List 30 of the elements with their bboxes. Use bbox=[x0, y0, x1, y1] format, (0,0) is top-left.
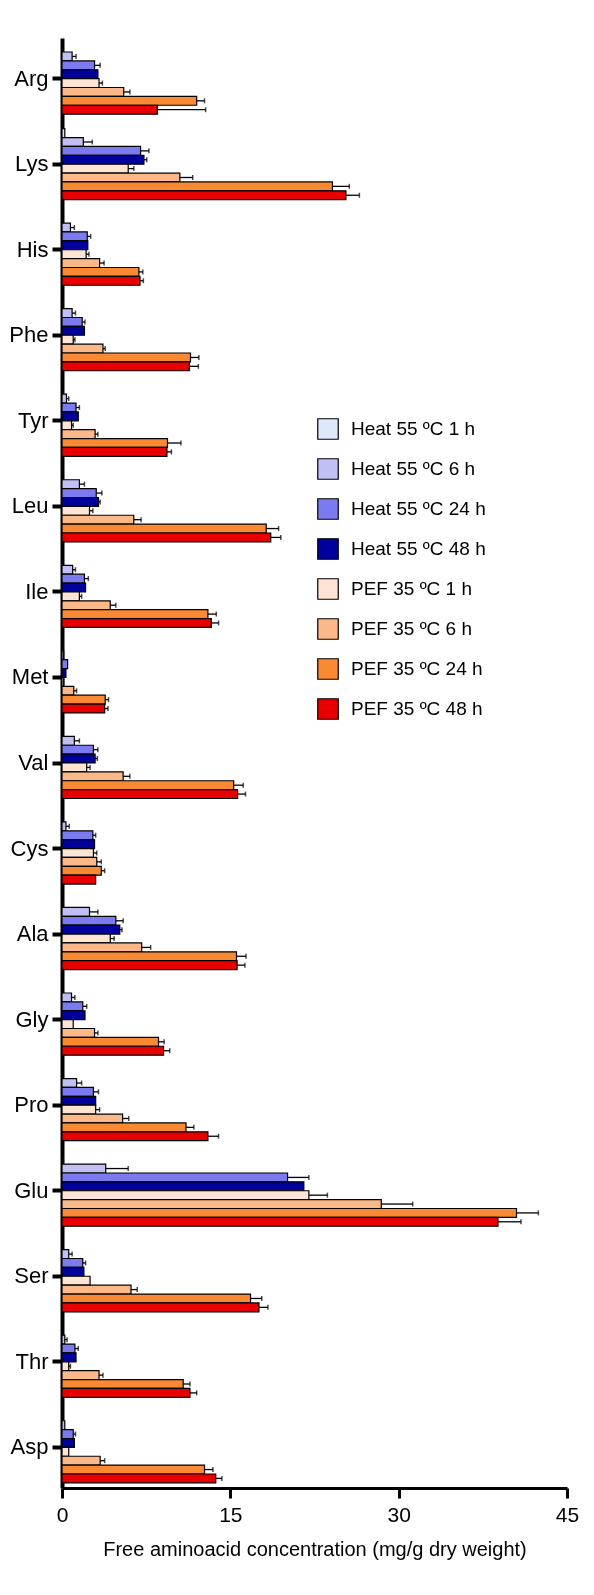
y-tick-label: Ile bbox=[25, 578, 49, 604]
legend-label: Heat 55 ºC 6 h bbox=[351, 458, 476, 479]
y-tick-label: Lys bbox=[15, 151, 49, 177]
y-tick-label: Thr bbox=[15, 1348, 49, 1374]
y-tick-label: Val bbox=[18, 750, 49, 775]
legend-label: PEF 35 ºC 6 h bbox=[351, 618, 472, 639]
y-tick-label: Arg bbox=[14, 65, 49, 91]
y-tick-label: Glu bbox=[14, 1177, 49, 1203]
x-tick-label: 30 bbox=[387, 1502, 411, 1526]
x-tick-label: 15 bbox=[219, 1502, 243, 1526]
x-tick-label: 45 bbox=[555, 1502, 580, 1526]
legend-label: PEF 35 ºC 1 h bbox=[351, 578, 472, 599]
legend-label: PEF 35 ºC 24 h bbox=[351, 658, 483, 679]
legend-label: Heat 55 ºC 24 h bbox=[351, 498, 486, 519]
legend-label: Heat 55 ºC 1 h bbox=[351, 418, 476, 439]
y-tick-label: Leu bbox=[11, 493, 49, 519]
y-tick-label: His bbox=[16, 236, 49, 262]
y-tick-label: Phe bbox=[9, 322, 49, 348]
y-tick-label: Met bbox=[11, 664, 49, 690]
y-tick-label: Tyr bbox=[17, 407, 49, 433]
y-tick-label: Gly bbox=[15, 1006, 49, 1032]
legend-label: PEF 35 ºC 48 h bbox=[351, 698, 483, 719]
legend-label: Heat 55 ºC 48 h bbox=[351, 538, 486, 559]
y-tick-label: Cys bbox=[10, 835, 49, 861]
y-tick-label: Asp bbox=[10, 1434, 49, 1460]
x-axis-title: Free aminoacid concentration (mg/g dry weight) bbox=[103, 1537, 527, 1560]
y-tick-label: Ser bbox=[14, 1263, 49, 1289]
y-tick-label: Ala bbox=[16, 921, 50, 947]
y-tick-label: Pro bbox=[14, 1092, 49, 1118]
x-tick-label: 0 bbox=[56, 1502, 69, 1526]
